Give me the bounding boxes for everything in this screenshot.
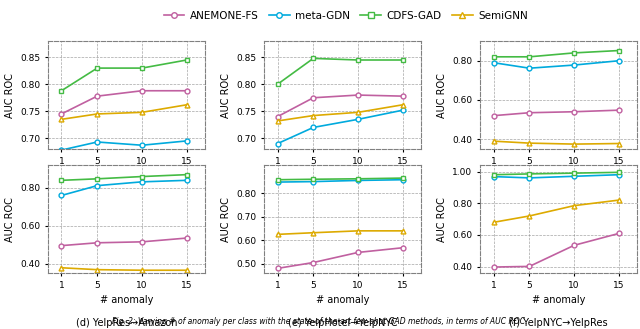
X-axis label: # anomaly: # anomaly [100, 171, 153, 181]
Y-axis label: AUC ROC: AUC ROC [221, 197, 231, 241]
Text: (b) YelpRes→YelpHotel: (b) YelpRes→YelpHotel [289, 194, 396, 204]
Y-axis label: AUC ROC: AUC ROC [437, 197, 447, 241]
Legend: ANEMONE-FS, meta-GDN, CDFS-GAD, SemiGNN: ANEMONE-FS, meta-GDN, CDFS-GAD, SemiGNN [159, 7, 532, 25]
Text: (d) YelpRes→Amazon: (d) YelpRes→Amazon [76, 318, 177, 328]
Y-axis label: AUC ROC: AUC ROC [437, 73, 447, 117]
Y-axis label: AUC ROC: AUC ROC [221, 73, 231, 117]
Text: Fig. 2: Varying # of anomaly per class with the state-of-the-art few-shot GAD me: Fig. 2: Varying # of anomaly per class w… [112, 317, 528, 326]
Y-axis label: AUC ROC: AUC ROC [4, 197, 15, 241]
Text: (a) Amazon→YelpHotel: (a) Amazon→YelpHotel [72, 194, 181, 204]
X-axis label: # anomaly: # anomaly [532, 295, 585, 305]
X-axis label: # anomaly: # anomaly [532, 171, 585, 181]
X-axis label: # anomaly: # anomaly [316, 171, 369, 181]
X-axis label: # anomaly: # anomaly [316, 295, 369, 305]
Text: (e) YelpHotel→YelpNYC: (e) YelpHotel→YelpNYC [287, 318, 397, 328]
X-axis label: # anomaly: # anomaly [100, 295, 153, 305]
Text: (c) YelpHotel→Amazon: (c) YelpHotel→Amazon [504, 194, 613, 204]
Y-axis label: AUC ROC: AUC ROC [4, 73, 15, 117]
Text: (f) YelpNYC→YelpRes: (f) YelpNYC→YelpRes [509, 318, 608, 328]
